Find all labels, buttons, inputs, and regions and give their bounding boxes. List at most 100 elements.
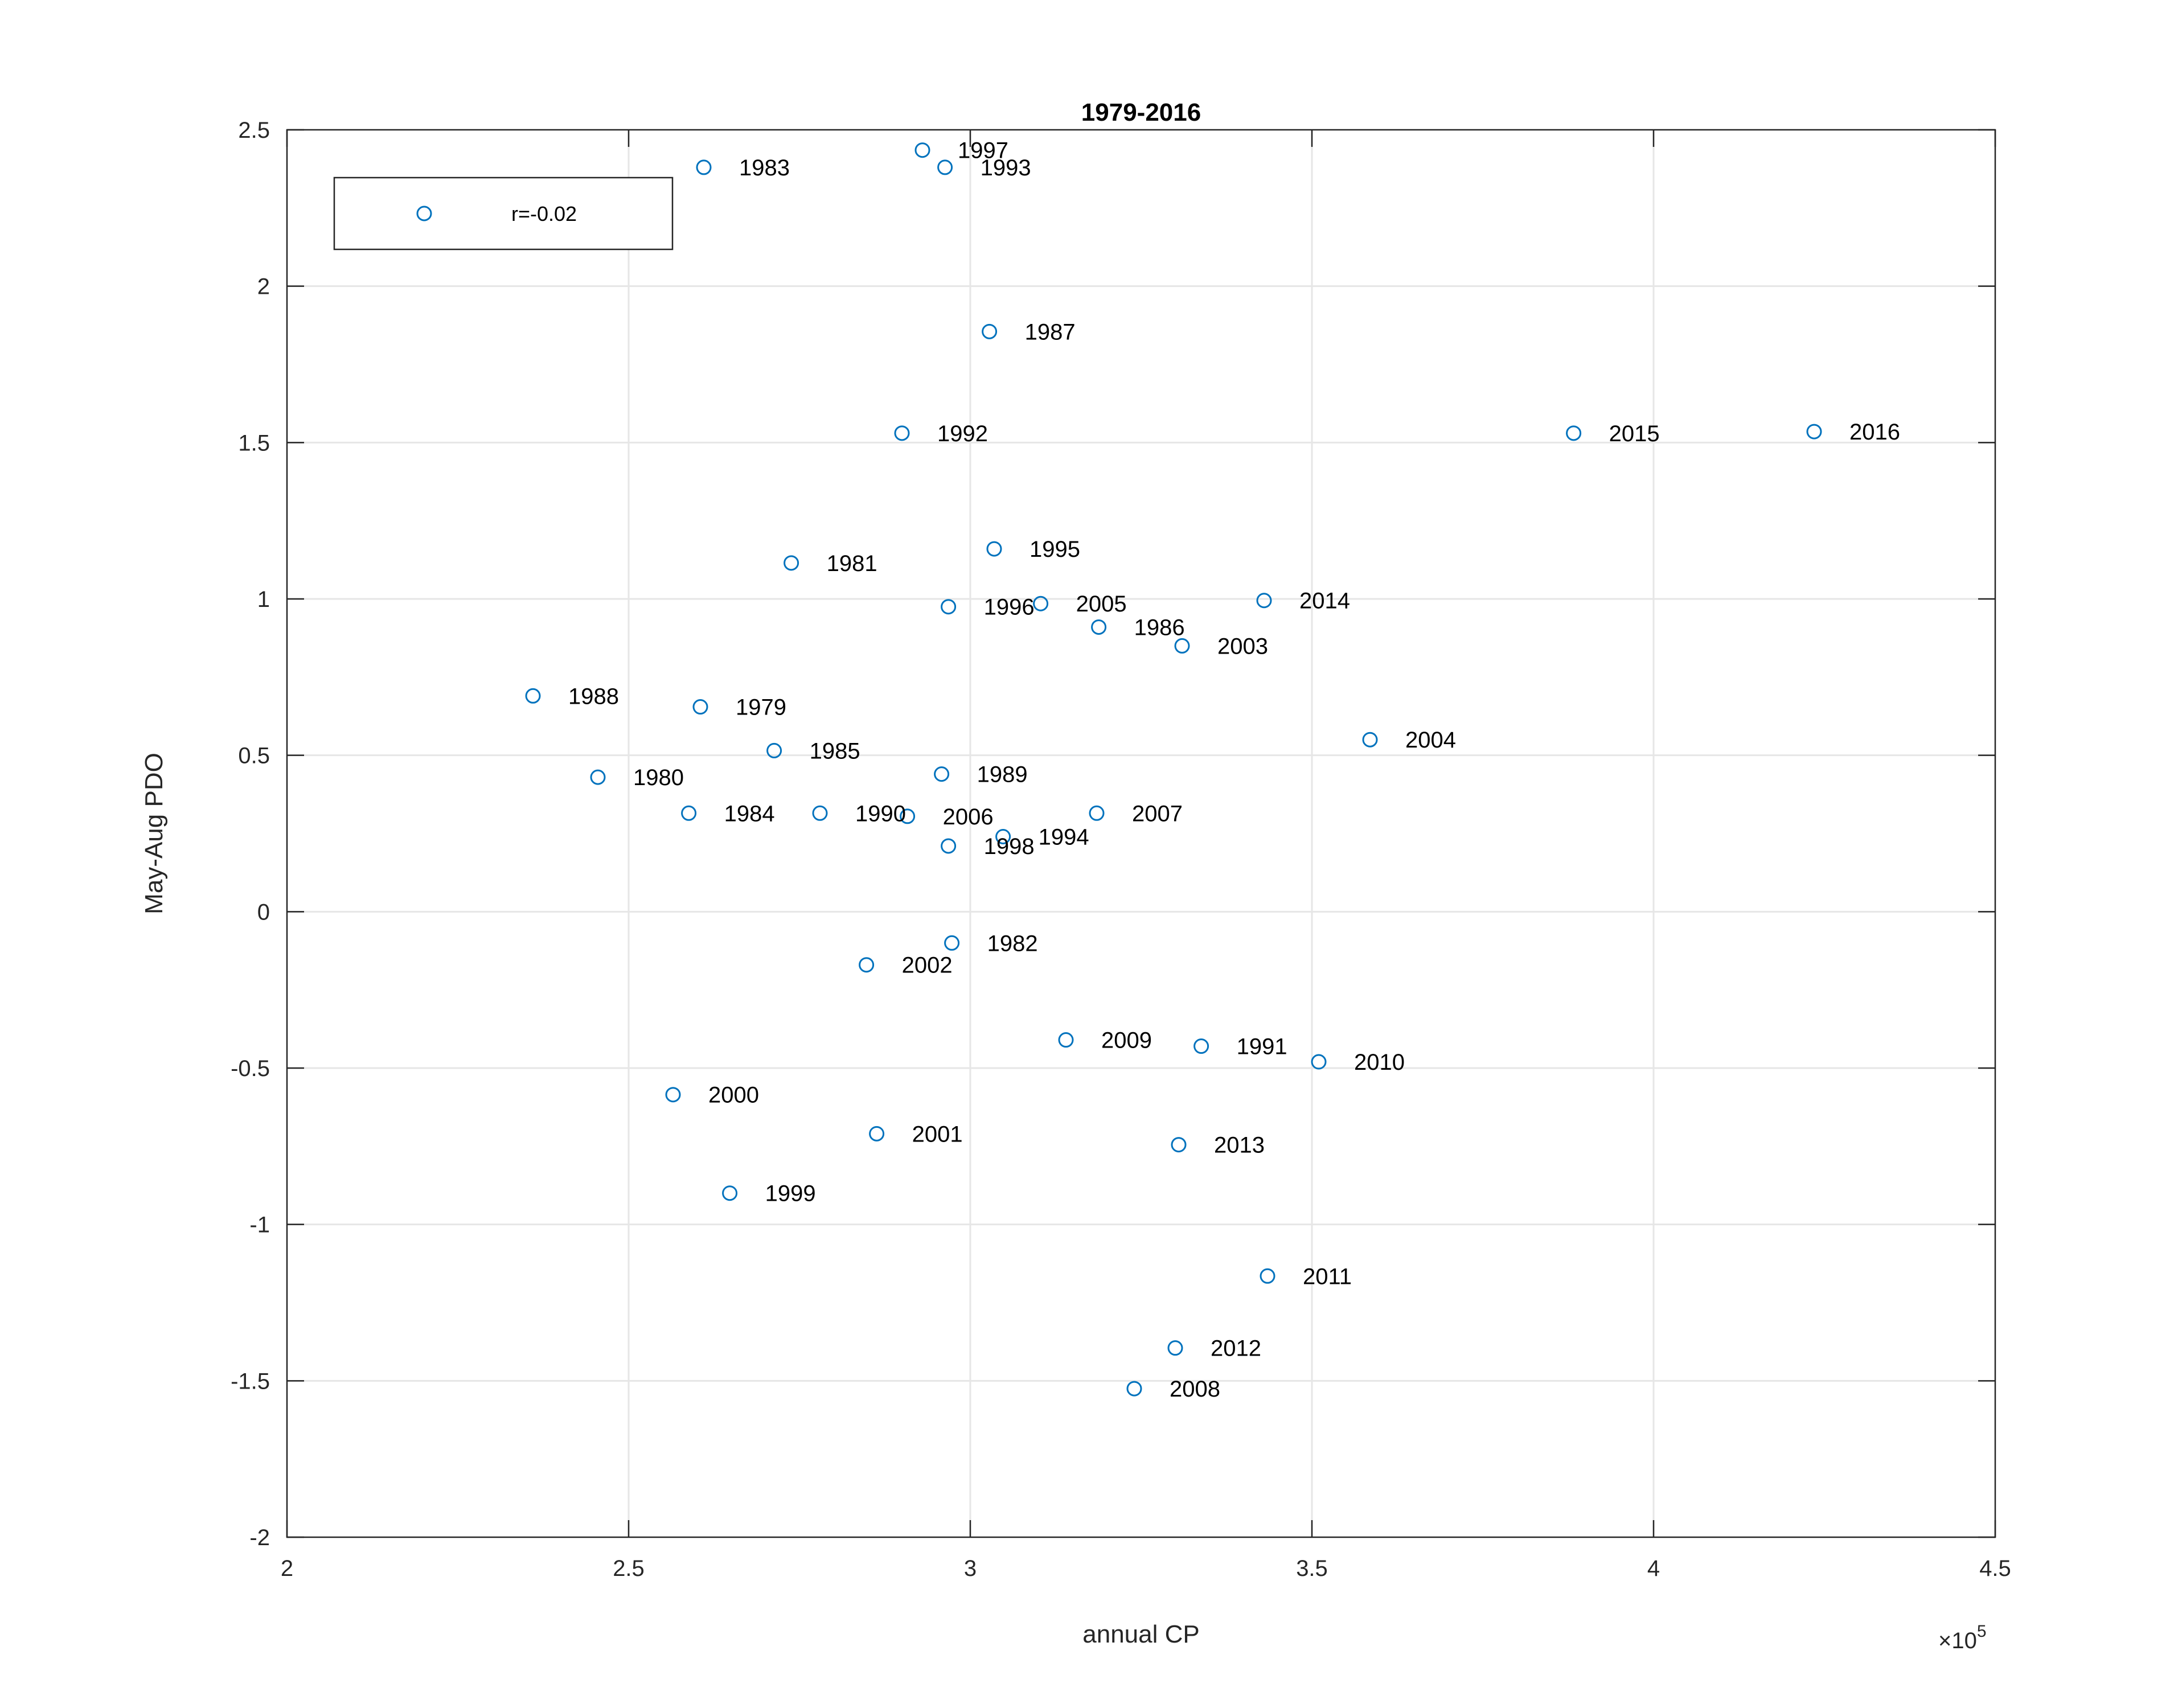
y-tick-label: -1 [249, 1213, 270, 1238]
x-exponent-base: ×10 [1938, 1628, 1977, 1653]
point-label-1985: 1985 [810, 738, 860, 763]
data-point-1996 [941, 599, 957, 615]
point-label-1992: 1992 [937, 421, 988, 446]
data-point-2012 [1167, 1340, 1183, 1356]
point-label-2002: 2002 [902, 953, 953, 978]
data-point-1987 [982, 323, 998, 339]
point-label-2001: 2001 [912, 1122, 963, 1147]
point-label-2003: 2003 [1217, 634, 1268, 659]
legend-marker [416, 206, 432, 221]
x-tick-label: 2 [281, 1556, 293, 1581]
point-label-2000: 2000 [708, 1083, 759, 1108]
point-label-1982: 1982 [987, 931, 1038, 956]
point-label-1980: 1980 [633, 765, 684, 790]
point-label-2011: 2011 [1303, 1264, 1352, 1289]
data-point-1998 [941, 838, 957, 854]
point-label-2006: 2006 [943, 804, 994, 830]
data-point-1985 [766, 742, 782, 758]
data-point-1994 [995, 828, 1011, 844]
point-label-1995: 1995 [1029, 537, 1080, 562]
x-axis-label: annual CP [1082, 1620, 1199, 1648]
point-label-1994: 1994 [1039, 824, 1089, 849]
point-label-1986: 1986 [1134, 615, 1185, 640]
y-tick-label: 2 [257, 274, 270, 299]
point-label-1990: 1990 [855, 801, 906, 826]
point-label-1987: 1987 [1025, 319, 1076, 344]
point-label-1979: 1979 [736, 695, 786, 720]
plot-area [287, 130, 1995, 1537]
point-label-2008: 2008 [1170, 1377, 1220, 1402]
point-label-2004: 2004 [1405, 728, 1456, 753]
y-tick-label: 1 [257, 587, 270, 612]
data-point-1999 [722, 1185, 738, 1201]
data-point-1983 [696, 159, 712, 175]
point-label-2010: 2010 [1354, 1050, 1405, 1075]
point-label-2013: 2013 [1214, 1133, 1265, 1158]
y-tick-label: 2.5 [238, 118, 270, 143]
point-label-2009: 2009 [1101, 1028, 1152, 1053]
y-tick-label: -2 [249, 1525, 270, 1550]
data-point-2003 [1174, 638, 1190, 654]
point-label-1983: 1983 [739, 155, 790, 180]
data-point-2015 [1566, 425, 1582, 441]
data-point-1993 [937, 159, 953, 175]
axes-box [286, 129, 1996, 1538]
point-label-2005: 2005 [1076, 592, 1127, 617]
data-point-2000 [665, 1087, 681, 1103]
point-label-1988: 1988 [568, 684, 619, 709]
point-label-1998: 1998 [984, 834, 1035, 859]
data-point-2009 [1058, 1032, 1074, 1048]
data-point-1979 [692, 699, 708, 715]
data-point-2013 [1171, 1137, 1187, 1153]
x-tick-label: 3.5 [1296, 1556, 1328, 1581]
point-label-2014: 2014 [1299, 589, 1350, 614]
x-axis-exponent: ×105 [1938, 1622, 1987, 1653]
data-point-1986 [1091, 619, 1107, 635]
x-exponent-power: 5 [1977, 1622, 1987, 1641]
chart-title: 1979-2016 [1081, 98, 1201, 126]
point-label-1984: 1984 [724, 801, 775, 826]
legend-entry-label: r=-0.02 [511, 202, 577, 225]
data-point-1997 [914, 142, 930, 158]
point-label-2012: 2012 [1211, 1336, 1261, 1361]
data-points [525, 142, 1822, 1397]
y-tick-label: -1.5 [231, 1369, 270, 1394]
point-label-2015: 2015 [1609, 421, 1660, 446]
point-labels: 1979 1980 1981 1982 1983 1984 1985 1986 1987 1988… [568, 138, 1900, 1402]
point-label-1993: 1993 [981, 155, 1031, 180]
point-label-1981: 1981 [827, 551, 877, 576]
x-tick-label: 3 [964, 1556, 977, 1581]
grid-layer [287, 130, 1995, 1537]
data-point-2010 [1311, 1054, 1327, 1070]
legend-box [333, 176, 674, 251]
data-point-1995 [986, 541, 1002, 557]
point-label-1997: 1997 [958, 138, 1008, 163]
x-tick-label: 2.5 [613, 1556, 645, 1581]
data-point-1981 [784, 555, 799, 571]
data-point-2006 [900, 808, 916, 824]
data-point-2002 [859, 957, 875, 973]
data-point-1984 [681, 805, 697, 821]
x-tick-label: 4.5 [1979, 1556, 2011, 1581]
data-point-2004 [1362, 732, 1378, 748]
data-point-1988 [525, 688, 541, 704]
y-tick-label: 0 [257, 900, 270, 925]
point-label-1996: 1996 [984, 595, 1035, 620]
data-point-1991 [1193, 1038, 1209, 1054]
y-tick-label: -0.5 [231, 1056, 270, 1081]
data-point-1982 [944, 935, 960, 951]
x-tick-label: 4 [1647, 1556, 1660, 1581]
data-point-2001 [869, 1126, 885, 1142]
y-tick-label: 0.5 [238, 744, 270, 769]
point-label-1989: 1989 [977, 762, 1028, 787]
point-label-2016: 2016 [1849, 420, 1900, 445]
data-point-2008 [1126, 1381, 1142, 1397]
data-point-2005 [1033, 596, 1049, 611]
point-label-1999: 1999 [765, 1181, 816, 1206]
data-point-2007 [1089, 805, 1105, 821]
legend: r=-0.02 [333, 176, 674, 251]
axes-layer [286, 129, 1996, 1538]
data-point-2016 [1806, 424, 1822, 440]
y-tick-labels: -2 -1.5 -1 -0.5 0 0.5 1 1.5 2 2.5 [231, 118, 270, 1550]
